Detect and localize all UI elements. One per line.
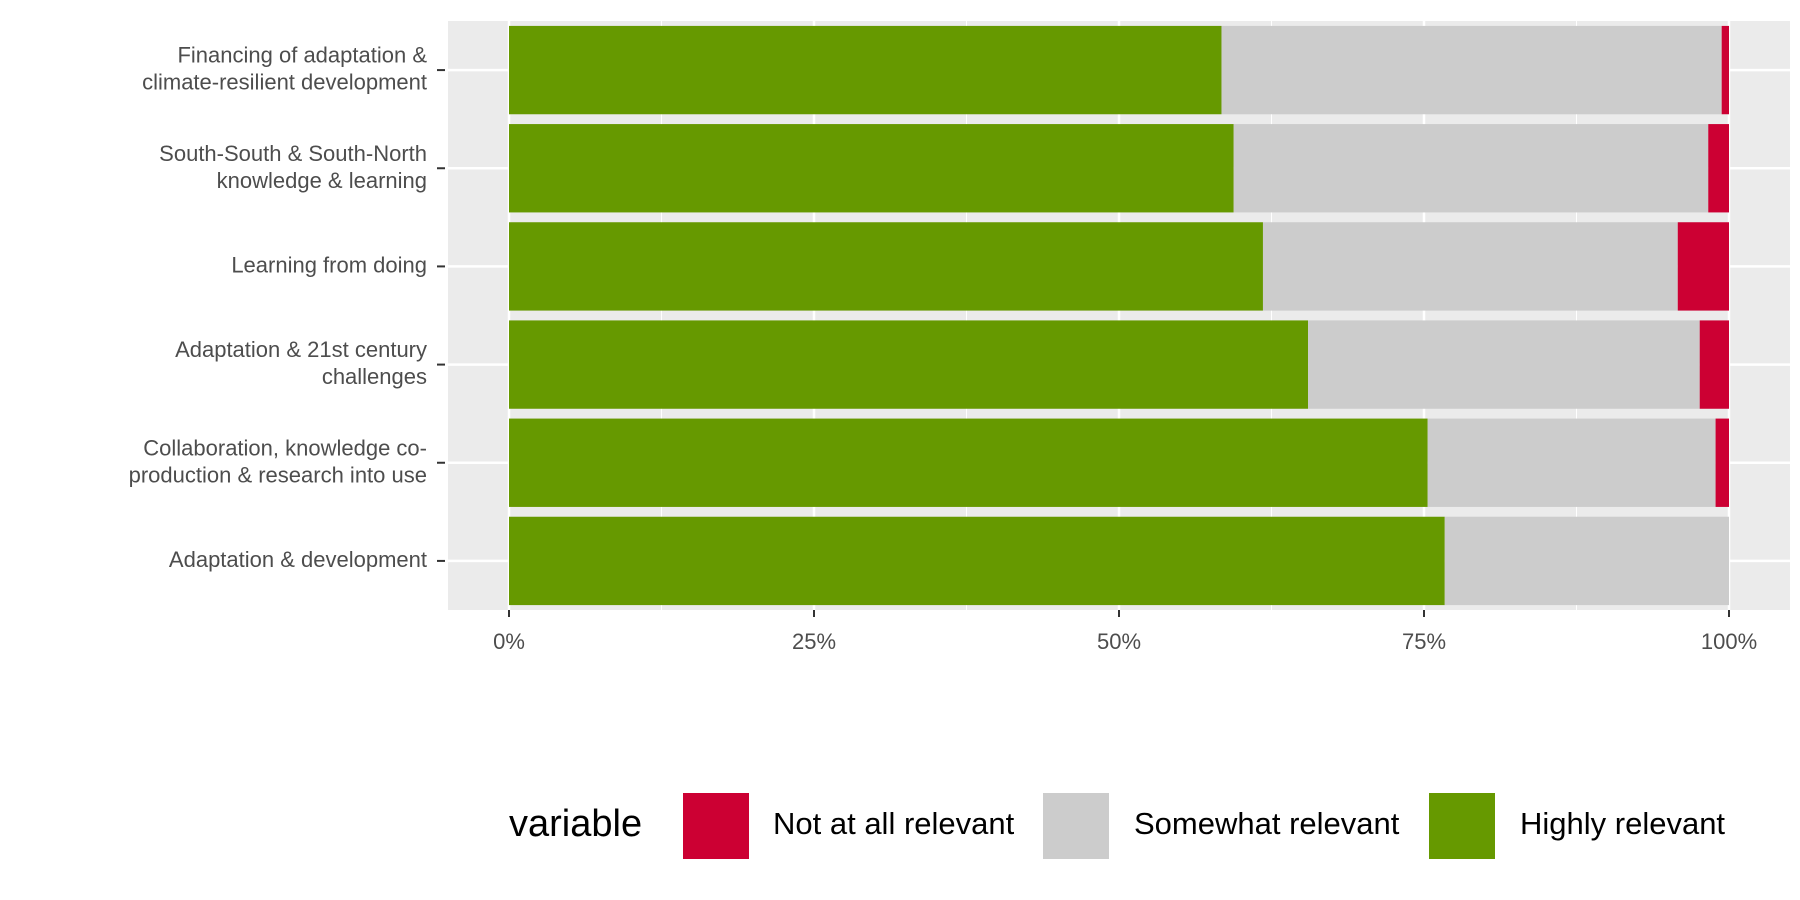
- bar-segment: [509, 124, 1234, 213]
- bar-segment: [1308, 320, 1700, 409]
- bar-segment: [1221, 25, 1722, 115]
- y-tick-label-line: Financing of adaptation &: [177, 42, 427, 67]
- legend-swatch: [1429, 793, 1495, 859]
- bar-segment: [509, 320, 1309, 409]
- y-tick-label-line: production & research into use: [129, 462, 427, 487]
- bar-segment: [1444, 516, 1729, 606]
- legend-label: Not at all relevant: [773, 806, 1015, 841]
- legend-swatch: [1043, 793, 1109, 859]
- y-tick-label-line: Collaboration, knowledge co-: [143, 435, 427, 460]
- y-tick-label: Learning from doing: [231, 252, 427, 277]
- legend-label: Highly relevant: [1520, 806, 1725, 841]
- y-tick-label: Adaptation & 21st century challenges: [175, 337, 427, 389]
- bar-segment: [509, 418, 1428, 507]
- y-tick-label: Adaptation & development: [169, 547, 427, 572]
- bar-segment: [1708, 124, 1729, 213]
- bar-segment: [509, 516, 1445, 606]
- y-tick-label-line: challenges: [322, 364, 427, 389]
- x-tick-label: 75%: [1402, 629, 1446, 654]
- y-tick-label-line: Learning from doing: [231, 252, 427, 277]
- legend-label: Somewhat relevant: [1134, 806, 1400, 841]
- y-tick-label-line: Adaptation & 21st century: [175, 337, 427, 362]
- bar-segment: [1262, 222, 1678, 311]
- bar-segment: [1699, 320, 1729, 409]
- y-tick-label: Collaboration, knowledge co-production &…: [129, 435, 427, 487]
- bar-segment: [1233, 124, 1709, 213]
- bar-segment: [509, 25, 1222, 115]
- bar-segment: [509, 222, 1263, 311]
- x-tick-label: 100%: [1701, 629, 1757, 654]
- x-tick-label: 50%: [1097, 629, 1141, 654]
- bar-segment: [1427, 418, 1716, 507]
- y-tick-label-line: knowledge & learning: [217, 168, 427, 193]
- y-tick-label: South-South & South-North knowledge & lea…: [159, 141, 427, 193]
- y-tick-label-line: Adaptation & development: [169, 547, 427, 572]
- x-tick-label: 25%: [792, 629, 836, 654]
- legend-swatch: [683, 793, 749, 859]
- legend-title: variable: [509, 803, 642, 845]
- y-tick-label-line: South-South & South-North: [159, 141, 427, 166]
- bar-segment: [1677, 222, 1729, 311]
- y-tick-label-line: climate-resilient development: [142, 69, 427, 94]
- bar-segment: [1715, 418, 1729, 507]
- bar-segment: [1721, 25, 1729, 115]
- x-tick-label: 0%: [493, 629, 525, 654]
- y-tick-label: Financing of adaptation & climate-resilie…: [142, 42, 427, 94]
